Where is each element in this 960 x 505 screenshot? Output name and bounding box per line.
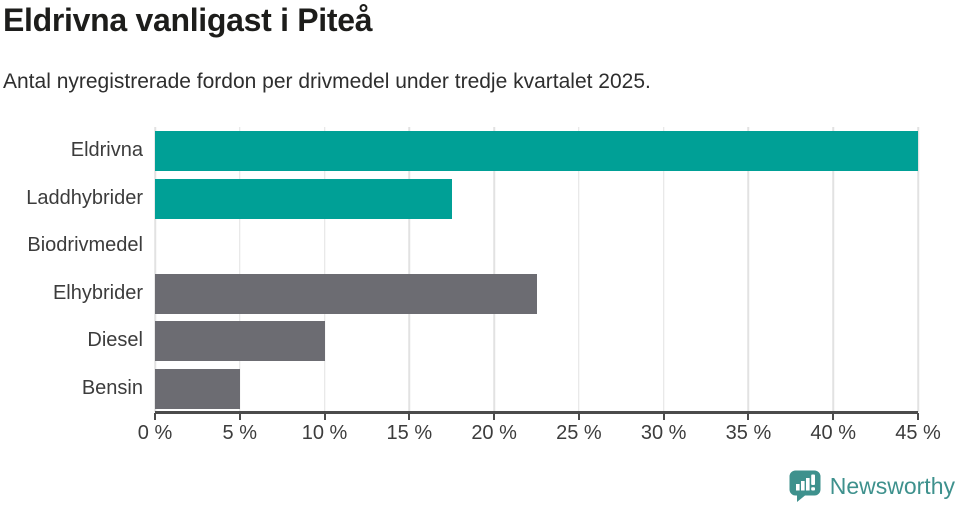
logo-bar-large	[805, 478, 810, 491]
x-tick-label-25: 25 %	[556, 422, 602, 444]
gridline-30	[662, 127, 665, 412]
category-label-laddhybrider: Laddhybrider	[26, 186, 143, 209]
x-axis-line	[155, 411, 918, 414]
x-tick-20	[493, 413, 496, 420]
category-label-bensin: Bensin	[81, 376, 143, 399]
logo-bar-medium	[800, 481, 805, 491]
logo-exclamation-line	[810, 474, 815, 485]
brand-logo: Newsworthy	[788, 468, 955, 504]
x-tick-label-20: 20 %	[471, 422, 517, 444]
x-tick-35	[747, 413, 750, 420]
newsworthy-icon	[789, 470, 821, 502]
bar-diesel	[155, 321, 325, 361]
category-label-biodrivmedel: Biodrivmedel	[27, 234, 143, 257]
x-tick-label-45: 45 %	[895, 422, 941, 444]
x-tick-40	[832, 413, 835, 420]
gridline-10	[323, 127, 326, 412]
plot-area	[154, 127, 919, 412]
brand-name: Newsworthy	[829, 472, 955, 499]
x-tick-label-5: 5 %	[222, 422, 257, 444]
x-tick-5	[238, 413, 241, 420]
category-label-elhybrider: Elhybrider	[52, 281, 143, 304]
bar-chart: Eldrivna Laddhybrider Biodrivmedel Elhybrid…	[0, 127, 960, 457]
logo-bar-small	[795, 484, 800, 491]
x-tick-0	[154, 413, 156, 420]
gridline-20	[493, 127, 495, 412]
gridline-25	[578, 127, 580, 412]
gridline-15	[408, 127, 411, 412]
chart-title: Eldrivna vanligast i Piteå	[3, 2, 373, 38]
bar-elhybrider	[155, 273, 537, 314]
x-tick-label-0: 0 %	[137, 422, 173, 444]
x-axis: 0 % 5 % 10 % 15 % 20 % 25 % 30 % 35 % 40 % 45 %	[138, 411, 941, 457]
category-label-eldrivna: Eldrivna	[70, 139, 143, 162]
x-tick-label-30: 30 %	[640, 422, 687, 444]
gridline-35	[747, 127, 750, 412]
logo-exclamation-dot	[810, 487, 815, 491]
category-axis: Eldrivna Laddhybrider Biodrivmedel Elhybrid…	[0, 127, 143, 412]
x-tick-30	[662, 413, 665, 420]
category-label-diesel: Diesel	[87, 329, 143, 352]
gridline-5	[239, 127, 241, 412]
x-tick-label-10: 10 %	[301, 422, 348, 444]
gridline-0	[154, 127, 156, 412]
gridline-45	[917, 127, 919, 412]
gridline-40	[832, 127, 834, 412]
bar-bensin	[155, 368, 240, 409]
x-tick-10	[323, 413, 326, 420]
x-tick-label-15: 15 %	[386, 422, 433, 444]
x-tick-label-35: 35 %	[725, 422, 772, 444]
x-tick-25	[577, 413, 580, 420]
x-tick-label-40: 40 %	[810, 422, 857, 444]
x-tick-15	[408, 413, 411, 420]
chart-subtitle: Antal nyregistrerade fordon per drivmede…	[3, 70, 651, 93]
bar-eldrivna	[155, 131, 918, 171]
x-tick-45	[917, 413, 919, 420]
bar-laddhybrider	[155, 178, 452, 219]
